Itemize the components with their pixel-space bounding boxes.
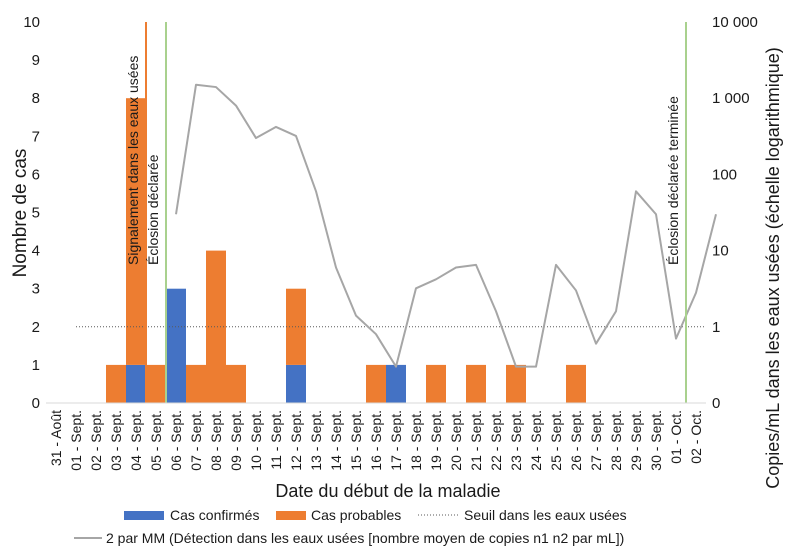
bar-probable [506, 364, 526, 403]
wastewater-line [175, 83, 717, 368]
bar-probable [426, 364, 446, 403]
x-tick-label: 13 - Sept. [308, 410, 324, 471]
bar-probable [366, 364, 386, 403]
x-tick-label: 11 - Sept. [268, 410, 284, 470]
x-tick-label: 20 - Sept. [448, 410, 464, 471]
x-tick-label: 26 - Sept. [568, 410, 584, 471]
x-tick-label: 27 - Sept. [588, 410, 604, 471]
bar-confirmed [166, 288, 186, 403]
x-axis-label: Date du début de la maladie [275, 481, 500, 501]
y-tick-label: 7 [32, 128, 40, 145]
bars-group [106, 98, 586, 403]
y2-tick-label: 1 000 [712, 90, 750, 107]
x-tick-label: 31 - Août [48, 410, 64, 466]
annotation-label: Éclosion déclarée [145, 154, 161, 265]
x-tick-label: 10 - Sept. [248, 410, 264, 471]
x-tick-label: 07 - Sept. [188, 410, 204, 471]
x-tick-label: 15 - Sept. [348, 410, 364, 471]
x-tick-label: 21 - Sept. [468, 410, 484, 471]
x-tick-label: 08 - Sept. [208, 410, 224, 471]
y2-tick-label: 0 [712, 395, 720, 412]
x-tick-label: 02 - Oct. [688, 410, 704, 464]
bar-probable [126, 98, 146, 365]
x-tick-label: 30 - Sept. [648, 410, 664, 471]
x-tick-label: 29 - Sept. [628, 410, 644, 471]
bar-confirmed [386, 364, 406, 403]
x-tick-label: 01 - Oct. [668, 410, 684, 464]
x-tick-label: 09 - Sept. [228, 410, 244, 471]
bar-probable [466, 364, 486, 403]
x-tick-label: 23 - Sept. [508, 410, 524, 471]
y2-tick-label: 10 000 [712, 14, 758, 31]
legend: Cas confirmés Cas probables Seuil dans l… [74, 507, 627, 546]
bar-probable [226, 364, 246, 403]
y-tick-label: 1 [32, 357, 40, 374]
x-tick-label: 02 - Sept. [88, 410, 104, 471]
y-tick-label: 10 [23, 14, 40, 31]
bar-probable [566, 364, 586, 403]
legend-swatch-confirmed [124, 511, 164, 520]
x-tick-label: 17 - Sept. [388, 410, 404, 471]
y-axis-label: Nombre de cas [10, 149, 31, 278]
y2-tick-label: 1 [712, 319, 720, 336]
x-tick-label: 19 - Sept. [428, 410, 444, 471]
x-tick-label: 22 - Sept. [488, 410, 504, 471]
y2-tick-label: 10 [712, 243, 729, 260]
x-tick-label: 25 - Sept. [548, 410, 564, 471]
y-tick-label: 9 [32, 52, 40, 69]
wastewater-line-group [175, 83, 717, 368]
y2-axis-label: Copies/mL dans les eaux usées (échelle l… [763, 47, 783, 489]
bar-confirmed [286, 364, 306, 403]
legend-label-confirmed: Cas confirmés [170, 507, 259, 523]
annotation-label: Éclosion déclarée terminée [665, 96, 681, 265]
x-tick-label: 16 - Sept. [368, 410, 384, 471]
bar-confirmed [126, 364, 146, 403]
legend-swatch-probable [276, 511, 306, 520]
x-tick-label: 03 - Sept. [108, 410, 124, 471]
x-tick-label: 28 - Sept. [608, 410, 624, 471]
y-tick-label: 0 [32, 395, 40, 412]
bar-probable [206, 250, 226, 403]
bar-probable [186, 364, 206, 403]
y2-tick-label: 100 [712, 166, 737, 183]
x-tick-label: 06 - Sept. [168, 410, 184, 471]
y-tick-label: 5 [32, 205, 40, 222]
y-tick-label: 4 [32, 243, 40, 260]
y-tick-label: 8 [32, 90, 40, 107]
y-tick-label: 2 [32, 319, 40, 336]
x-tick-label: 04 - Sept. [128, 410, 144, 471]
x-tick-label: 12 - Sept. [288, 410, 304, 471]
bar-probable [106, 364, 126, 403]
y-tick-label: 6 [32, 166, 40, 183]
y-tick-label: 3 [32, 281, 40, 298]
x-tick-label: 14 - Sept. [328, 410, 344, 471]
annotations-group: Signalement dans les eaux usées Éclosion … [125, 22, 687, 403]
legend-label-threshold: Seuil dans les eaux usées [464, 507, 627, 523]
x-tick-label: 01 - Sept. [68, 410, 84, 471]
annotation-label: Signalement dans les eaux usées [125, 56, 141, 265]
legend-label-probable: Cas probables [311, 507, 401, 523]
x-tick-label: 05 - Sept. [148, 410, 164, 471]
bar-probable [146, 364, 166, 403]
x-tick-label: 18 - Sept. [408, 410, 424, 471]
legend-label-wastewater: 2 par MM (Détection dans les eaux usées … [106, 530, 624, 546]
x-tick-label: 24 - Sept. [528, 410, 544, 471]
